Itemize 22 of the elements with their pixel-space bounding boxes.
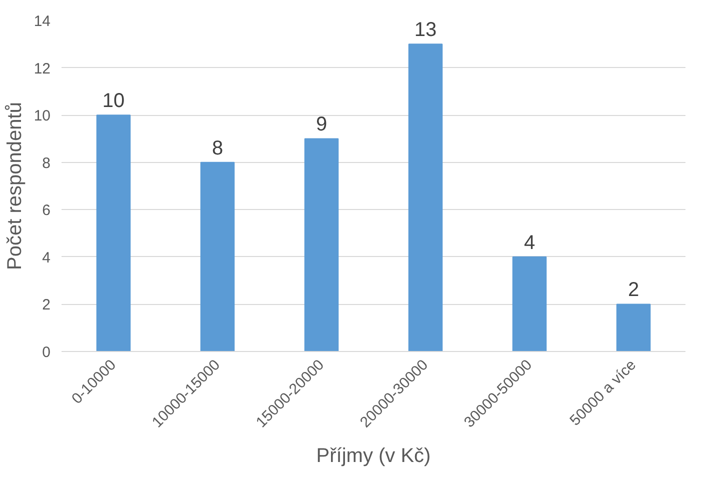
data-label: 13 (414, 19, 437, 42)
bar (96, 114, 131, 352)
bar (304, 138, 339, 352)
bar (200, 162, 235, 352)
y-tick-label: 4 (42, 249, 50, 266)
y-axis-title: Počet respondentů (4, 102, 26, 270)
bar (616, 304, 651, 352)
y-tick-label: 0 (42, 344, 50, 361)
x-axis-title: Příjmy (v Kč) (316, 445, 431, 468)
y-tick-label: 10 (34, 108, 51, 125)
bar (512, 256, 547, 352)
bar (408, 44, 443, 352)
y-tick-label: 14 (34, 13, 51, 30)
data-label: 8 (212, 137, 224, 160)
data-label: 2 (628, 279, 640, 302)
y-tick-label: 12 (34, 60, 51, 78)
data-label: 4 (524, 232, 536, 254)
y-tick-label: 6 (42, 202, 50, 220)
data-label: 10 (102, 90, 125, 112)
y-tick-label: 8 (42, 154, 50, 172)
y-tick-label: 2 (42, 296, 50, 314)
data-label: 9 (316, 114, 328, 136)
